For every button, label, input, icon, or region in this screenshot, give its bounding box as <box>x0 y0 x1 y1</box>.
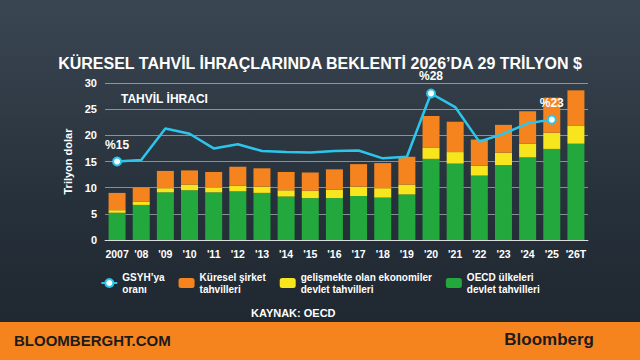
svg-text:TAHVİL İHRACI: TAHVİL İHRACI <box>121 91 208 106</box>
svg-text:2007: 2007 <box>105 248 129 260</box>
svg-text:'11: '11 <box>207 248 221 260</box>
svg-text:'14: '14 <box>279 248 293 260</box>
svg-text:'22: '22 <box>472 248 486 260</box>
svg-text:5: 5 <box>91 208 97 220</box>
svg-text:'10: '10 <box>182 248 196 260</box>
svg-text:'16: '16 <box>327 248 341 260</box>
svg-text:'13: '13 <box>255 248 269 260</box>
svg-text:devlet tahvilleri: devlet tahvilleri <box>467 284 540 295</box>
svg-text:GSYH’ya: GSYH’ya <box>122 272 165 283</box>
svg-text:'17: '17 <box>351 248 365 260</box>
svg-text:BLOOMBERGHT.COM: BLOOMBERGHT.COM <box>14 332 171 349</box>
svg-text:KÜRESEL TAHVİL İHRAÇLARINDA BE: KÜRESEL TAHVİL İHRAÇLARINDA BEKLENTİ 202… <box>58 54 582 72</box>
svg-text:'21: '21 <box>448 248 462 260</box>
svg-text:'12: '12 <box>231 248 245 260</box>
svg-text:OECD ülkeleri: OECD ülkeleri <box>467 272 534 283</box>
svg-text:'09: '09 <box>158 248 172 260</box>
svg-text:Bloomberg: Bloomberg <box>504 330 594 349</box>
svg-text:30: 30 <box>85 77 97 89</box>
svg-text:devlet tahvilleri: devlet tahvilleri <box>301 284 374 295</box>
svg-text:'20: '20 <box>424 248 438 260</box>
svg-text:'15: '15 <box>303 248 317 260</box>
svg-text:20: 20 <box>85 129 97 141</box>
svg-text:0: 0 <box>91 234 97 246</box>
svg-text:'25: '25 <box>545 248 559 260</box>
svg-text:KAYNAK: OECD: KAYNAK: OECD <box>251 307 336 319</box>
svg-text:gelişmekte olan ekonomiler: gelişmekte olan ekonomiler <box>301 272 432 283</box>
svg-text:'24: '24 <box>521 248 535 260</box>
svg-text:Trilyon dolar: Trilyon dolar <box>62 128 74 195</box>
svg-text:'19: '19 <box>400 248 414 260</box>
svg-text:'26T: '26T <box>566 248 587 260</box>
svg-text:%23: %23 <box>540 96 564 110</box>
svg-text:25: 25 <box>85 103 97 115</box>
svg-text:%15: %15 <box>105 138 129 152</box>
svg-text:15: 15 <box>85 156 97 168</box>
svg-text:'23: '23 <box>496 248 510 260</box>
svg-text:'08: '08 <box>134 248 148 260</box>
svg-text:10: 10 <box>85 182 97 194</box>
svg-text:Küresel şirket: Küresel şirket <box>200 272 267 283</box>
svg-text:tahvilleri: tahvilleri <box>200 284 241 295</box>
svg-text:'18: '18 <box>376 248 390 260</box>
svg-text:oranı: oranı <box>122 284 147 295</box>
svg-text:%28: %28 <box>419 69 443 83</box>
